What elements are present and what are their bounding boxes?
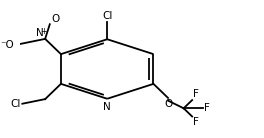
Text: Cl: Cl xyxy=(102,11,112,21)
Text: +: + xyxy=(40,26,46,35)
Text: O: O xyxy=(164,99,172,109)
Text: F: F xyxy=(204,103,210,113)
Text: ⁻O: ⁻O xyxy=(1,40,14,50)
Text: O: O xyxy=(51,14,59,24)
Text: N: N xyxy=(36,28,44,38)
Text: F: F xyxy=(193,89,199,99)
Text: F: F xyxy=(193,117,199,127)
Text: Cl: Cl xyxy=(11,99,21,109)
Text: N: N xyxy=(103,102,111,112)
